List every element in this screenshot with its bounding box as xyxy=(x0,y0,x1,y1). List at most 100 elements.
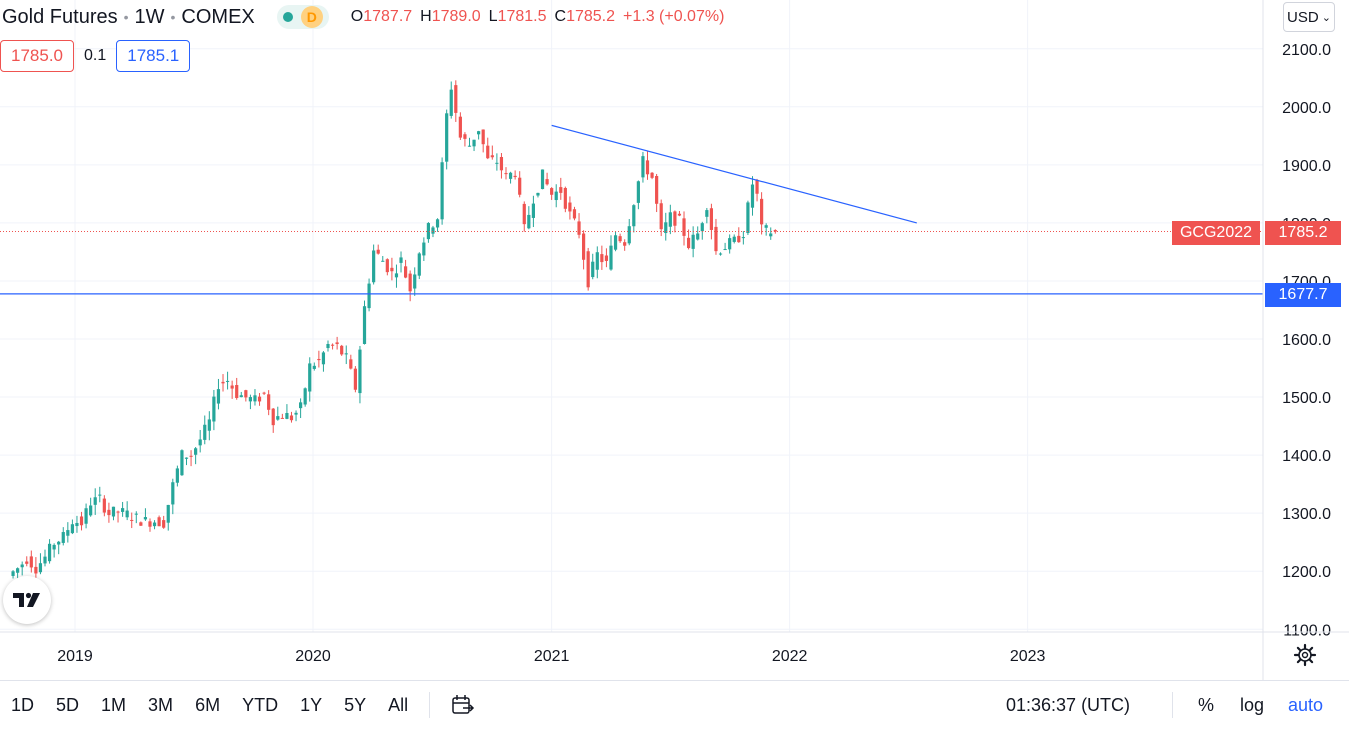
candle-body xyxy=(16,568,20,573)
range-button-1y[interactable]: 1Y xyxy=(300,694,323,715)
candle-body xyxy=(230,385,234,389)
candle-body xyxy=(166,504,170,523)
candle-body xyxy=(723,249,727,251)
symbol-name[interactable]: Gold Futures xyxy=(2,5,118,28)
candle-body xyxy=(408,273,412,292)
candle-body xyxy=(417,253,421,276)
high-value: 1789.0 xyxy=(431,8,481,25)
candle-body xyxy=(84,508,88,524)
candle-body xyxy=(513,175,517,178)
candle-body xyxy=(376,249,380,254)
candle-body xyxy=(162,520,166,528)
candle-body xyxy=(769,233,773,237)
candle-body xyxy=(659,203,663,230)
x-tick-label: 2022 xyxy=(772,648,808,665)
candle-body xyxy=(367,283,371,309)
candle-body xyxy=(563,187,567,209)
candle-body xyxy=(554,191,558,201)
currency-selector[interactable]: USD ⌄ xyxy=(1283,2,1335,32)
y-tick-label: 1600.0 xyxy=(1282,332,1331,349)
range-button-6m[interactable]: 6M xyxy=(195,694,221,715)
candle-body xyxy=(600,254,604,263)
tradingview-logo-icon[interactable] xyxy=(3,576,51,624)
price-scale[interactable] xyxy=(1263,0,1349,680)
log-scale-toggle[interactable]: log xyxy=(1240,694,1265,715)
candle-body xyxy=(545,179,549,185)
candle-body xyxy=(422,242,426,256)
candle-body xyxy=(216,389,221,404)
candle-body xyxy=(372,250,376,283)
candle-body xyxy=(157,517,161,527)
candle-body xyxy=(403,266,408,278)
y-tick-label: 2100.0 xyxy=(1282,42,1331,59)
percent-scale-toggle[interactable]: % xyxy=(1198,694,1215,715)
candle-body xyxy=(89,505,93,516)
candle-body xyxy=(253,395,257,402)
candle-body xyxy=(686,237,691,249)
range-button-5d[interactable]: 5D xyxy=(56,694,80,715)
y-tick-label: 2000.0 xyxy=(1282,100,1331,117)
candle-body xyxy=(184,457,189,459)
candle-body xyxy=(125,510,129,518)
candle-body xyxy=(577,221,581,235)
candle-body xyxy=(559,187,563,193)
candle-body xyxy=(139,522,143,526)
candle-body xyxy=(668,212,672,227)
range-button-all[interactable]: All xyxy=(388,694,409,715)
candle-body xyxy=(760,198,764,225)
candle-body xyxy=(741,237,745,239)
candle-body xyxy=(294,412,298,415)
candle-body xyxy=(121,508,125,512)
buy-price-button[interactable]: 1785.1 xyxy=(116,40,191,72)
candle-body xyxy=(568,202,572,212)
candle-body xyxy=(540,169,545,190)
sell-price-button[interactable]: 1785.0 xyxy=(0,40,74,72)
range-button-5y[interactable]: 5Y xyxy=(344,694,367,715)
candle-body xyxy=(426,223,431,240)
range-button-ytd[interactable]: YTD xyxy=(242,694,279,715)
candle-body xyxy=(718,253,723,255)
range-button-1d[interactable]: 1D xyxy=(11,694,35,715)
chevron-down-icon: ⌄ xyxy=(1321,11,1331,24)
candle-body xyxy=(550,188,554,195)
candle-body xyxy=(93,497,97,505)
candle-body xyxy=(107,509,111,516)
candle-body xyxy=(413,274,417,289)
ticker-price-tag: GCG2022 xyxy=(1172,221,1260,245)
candle-body xyxy=(134,513,138,515)
delayed-data-badge[interactable]: D xyxy=(300,6,323,28)
candle-body xyxy=(285,412,289,419)
candle-body xyxy=(43,556,47,564)
range-button-3m[interactable]: 3M xyxy=(148,694,174,715)
candle-body xyxy=(171,482,175,505)
candle-body xyxy=(194,448,198,455)
candle-body xyxy=(321,352,326,365)
utc-clock[interactable]: 01:36:37 (UTC) xyxy=(1006,694,1131,715)
candle-body xyxy=(627,226,631,244)
market-status-pill[interactable]: D xyxy=(276,5,329,29)
candle-body xyxy=(632,205,636,227)
candle-body xyxy=(326,343,330,349)
interval-label[interactable]: 1W xyxy=(134,5,165,28)
candle-body xyxy=(52,544,56,550)
candle-body xyxy=(504,173,508,175)
candle-body xyxy=(472,139,476,147)
candle-body xyxy=(221,381,225,384)
market-open-dot-icon xyxy=(282,12,293,22)
range-button-1m[interactable]: 1M xyxy=(101,694,127,715)
trend-line[interactable] xyxy=(551,124,917,224)
gear-icon[interactable] xyxy=(1293,643,1317,667)
candle-body xyxy=(399,257,403,263)
candle-body xyxy=(29,556,33,568)
candle-body xyxy=(655,175,659,204)
candle-body xyxy=(737,235,741,243)
auto-scale-toggle[interactable]: auto xyxy=(1288,694,1324,715)
candle-body xyxy=(198,439,202,446)
candle-body xyxy=(709,208,714,230)
calendar-goto-icon[interactable] xyxy=(448,691,476,719)
open-value: 1787.7 xyxy=(363,8,413,25)
candle-body xyxy=(130,519,134,521)
candle-body xyxy=(38,563,43,573)
x-tick-label: 2023 xyxy=(1010,648,1046,665)
